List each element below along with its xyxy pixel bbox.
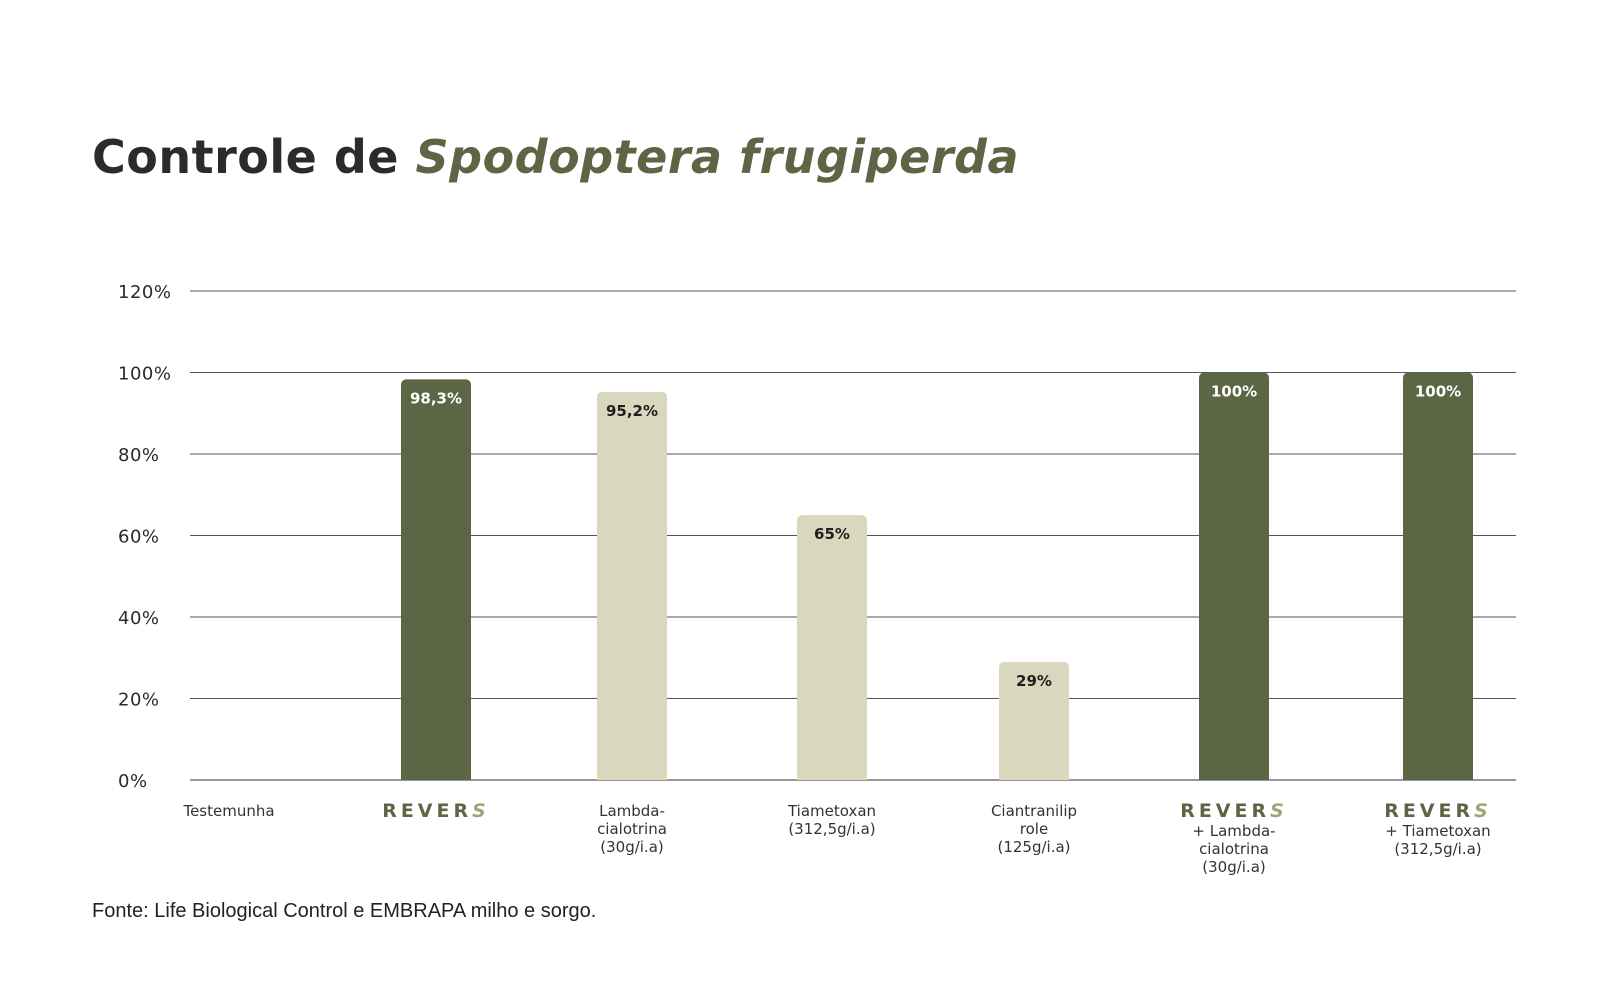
- category-line: Tiametoxan: [787, 802, 877, 820]
- y-tick-label: 80%: [118, 445, 160, 466]
- x-category-label: REVERS + Tiametoxan (312,5g/i.a): [1358, 800, 1518, 858]
- y-tick-label: 20%: [118, 690, 160, 711]
- revers-logo: REVERS: [1358, 800, 1518, 822]
- bar-value-label: 100%: [1415, 383, 1461, 401]
- source-note: Fonte: Life Biological Control e EMBRAPA…: [92, 900, 597, 922]
- category-line: Lambda-: [599, 802, 665, 820]
- bar: [597, 392, 667, 780]
- bars: [401, 372, 1473, 780]
- category-line: (30g/i.a): [600, 838, 664, 856]
- category-line: Testemunha: [183, 802, 275, 820]
- category-line: role: [1019, 820, 1049, 838]
- category-line: cialotrina: [597, 820, 667, 838]
- category-line: (30g/i.a): [1202, 858, 1266, 876]
- y-tick-label: 0%: [118, 771, 148, 792]
- title-species: Spodoptera frugiperda: [415, 130, 1019, 184]
- category-line: + Tiametoxan: [1385, 822, 1491, 840]
- x-category-label: Lambda-cialotrina (30g/i.a): [552, 802, 712, 856]
- x-category-label: Ciantranilip role (125g/i.a): [954, 802, 1114, 856]
- category-line: Ciantranilip: [990, 802, 1078, 820]
- revers-logo-last: S: [472, 800, 490, 822]
- category-line: (312,5g/i.a): [1394, 840, 1482, 858]
- y-axis-ticks: 0% 20% 40% 60% 80% 100% 120%: [118, 282, 171, 792]
- y-tick-label: 40%: [118, 608, 160, 629]
- bar: [401, 379, 471, 780]
- y-tick-label: 120%: [118, 282, 171, 303]
- title-prefix: Controle de: [92, 130, 416, 184]
- category-line: + Lambda-: [1192, 822, 1276, 840]
- y-tick-label: 100%: [118, 364, 171, 385]
- bar: [1403, 372, 1473, 780]
- bar-value-label: 65%: [814, 525, 850, 543]
- value-labels: 98,3% 95,2% 65% 29% 100% 100%: [410, 383, 1461, 690]
- x-category-label: Tiametoxan (312,5g/i.a): [752, 802, 912, 838]
- bar: [999, 661, 1069, 780]
- revers-logo-last: S: [1474, 800, 1492, 822]
- bar-value-label: 100%: [1211, 383, 1257, 401]
- x-category-label: REVERS: [356, 800, 516, 822]
- chart-title: Controle de Spodoptera frugiperda: [92, 130, 1019, 184]
- revers-logo-last: S: [1270, 800, 1288, 822]
- bar-value-label: 95,2%: [606, 402, 658, 420]
- revers-logo: REVERS: [1154, 800, 1314, 822]
- y-tick-label: 60%: [118, 527, 160, 548]
- bar-value-label: 29%: [1016, 672, 1052, 690]
- bar-value-label: 98,3%: [410, 389, 462, 407]
- revers-logo-main: REVER: [1384, 800, 1475, 822]
- category-line: (125g/i.a): [997, 838, 1071, 856]
- bar: [1199, 372, 1269, 780]
- x-category-label: Testemunha: [149, 802, 309, 820]
- category-line: (312,5g/i.a): [788, 820, 876, 838]
- bar: [797, 515, 867, 780]
- category-line: cialotrina: [1199, 840, 1269, 858]
- x-category-label: REVERS + Lambda-cialotrina (30g/i.a): [1154, 800, 1314, 876]
- revers-logo: REVERS: [356, 800, 516, 822]
- revers-logo-main: REVER: [1180, 800, 1271, 822]
- revers-logo-main: REVER: [382, 800, 473, 822]
